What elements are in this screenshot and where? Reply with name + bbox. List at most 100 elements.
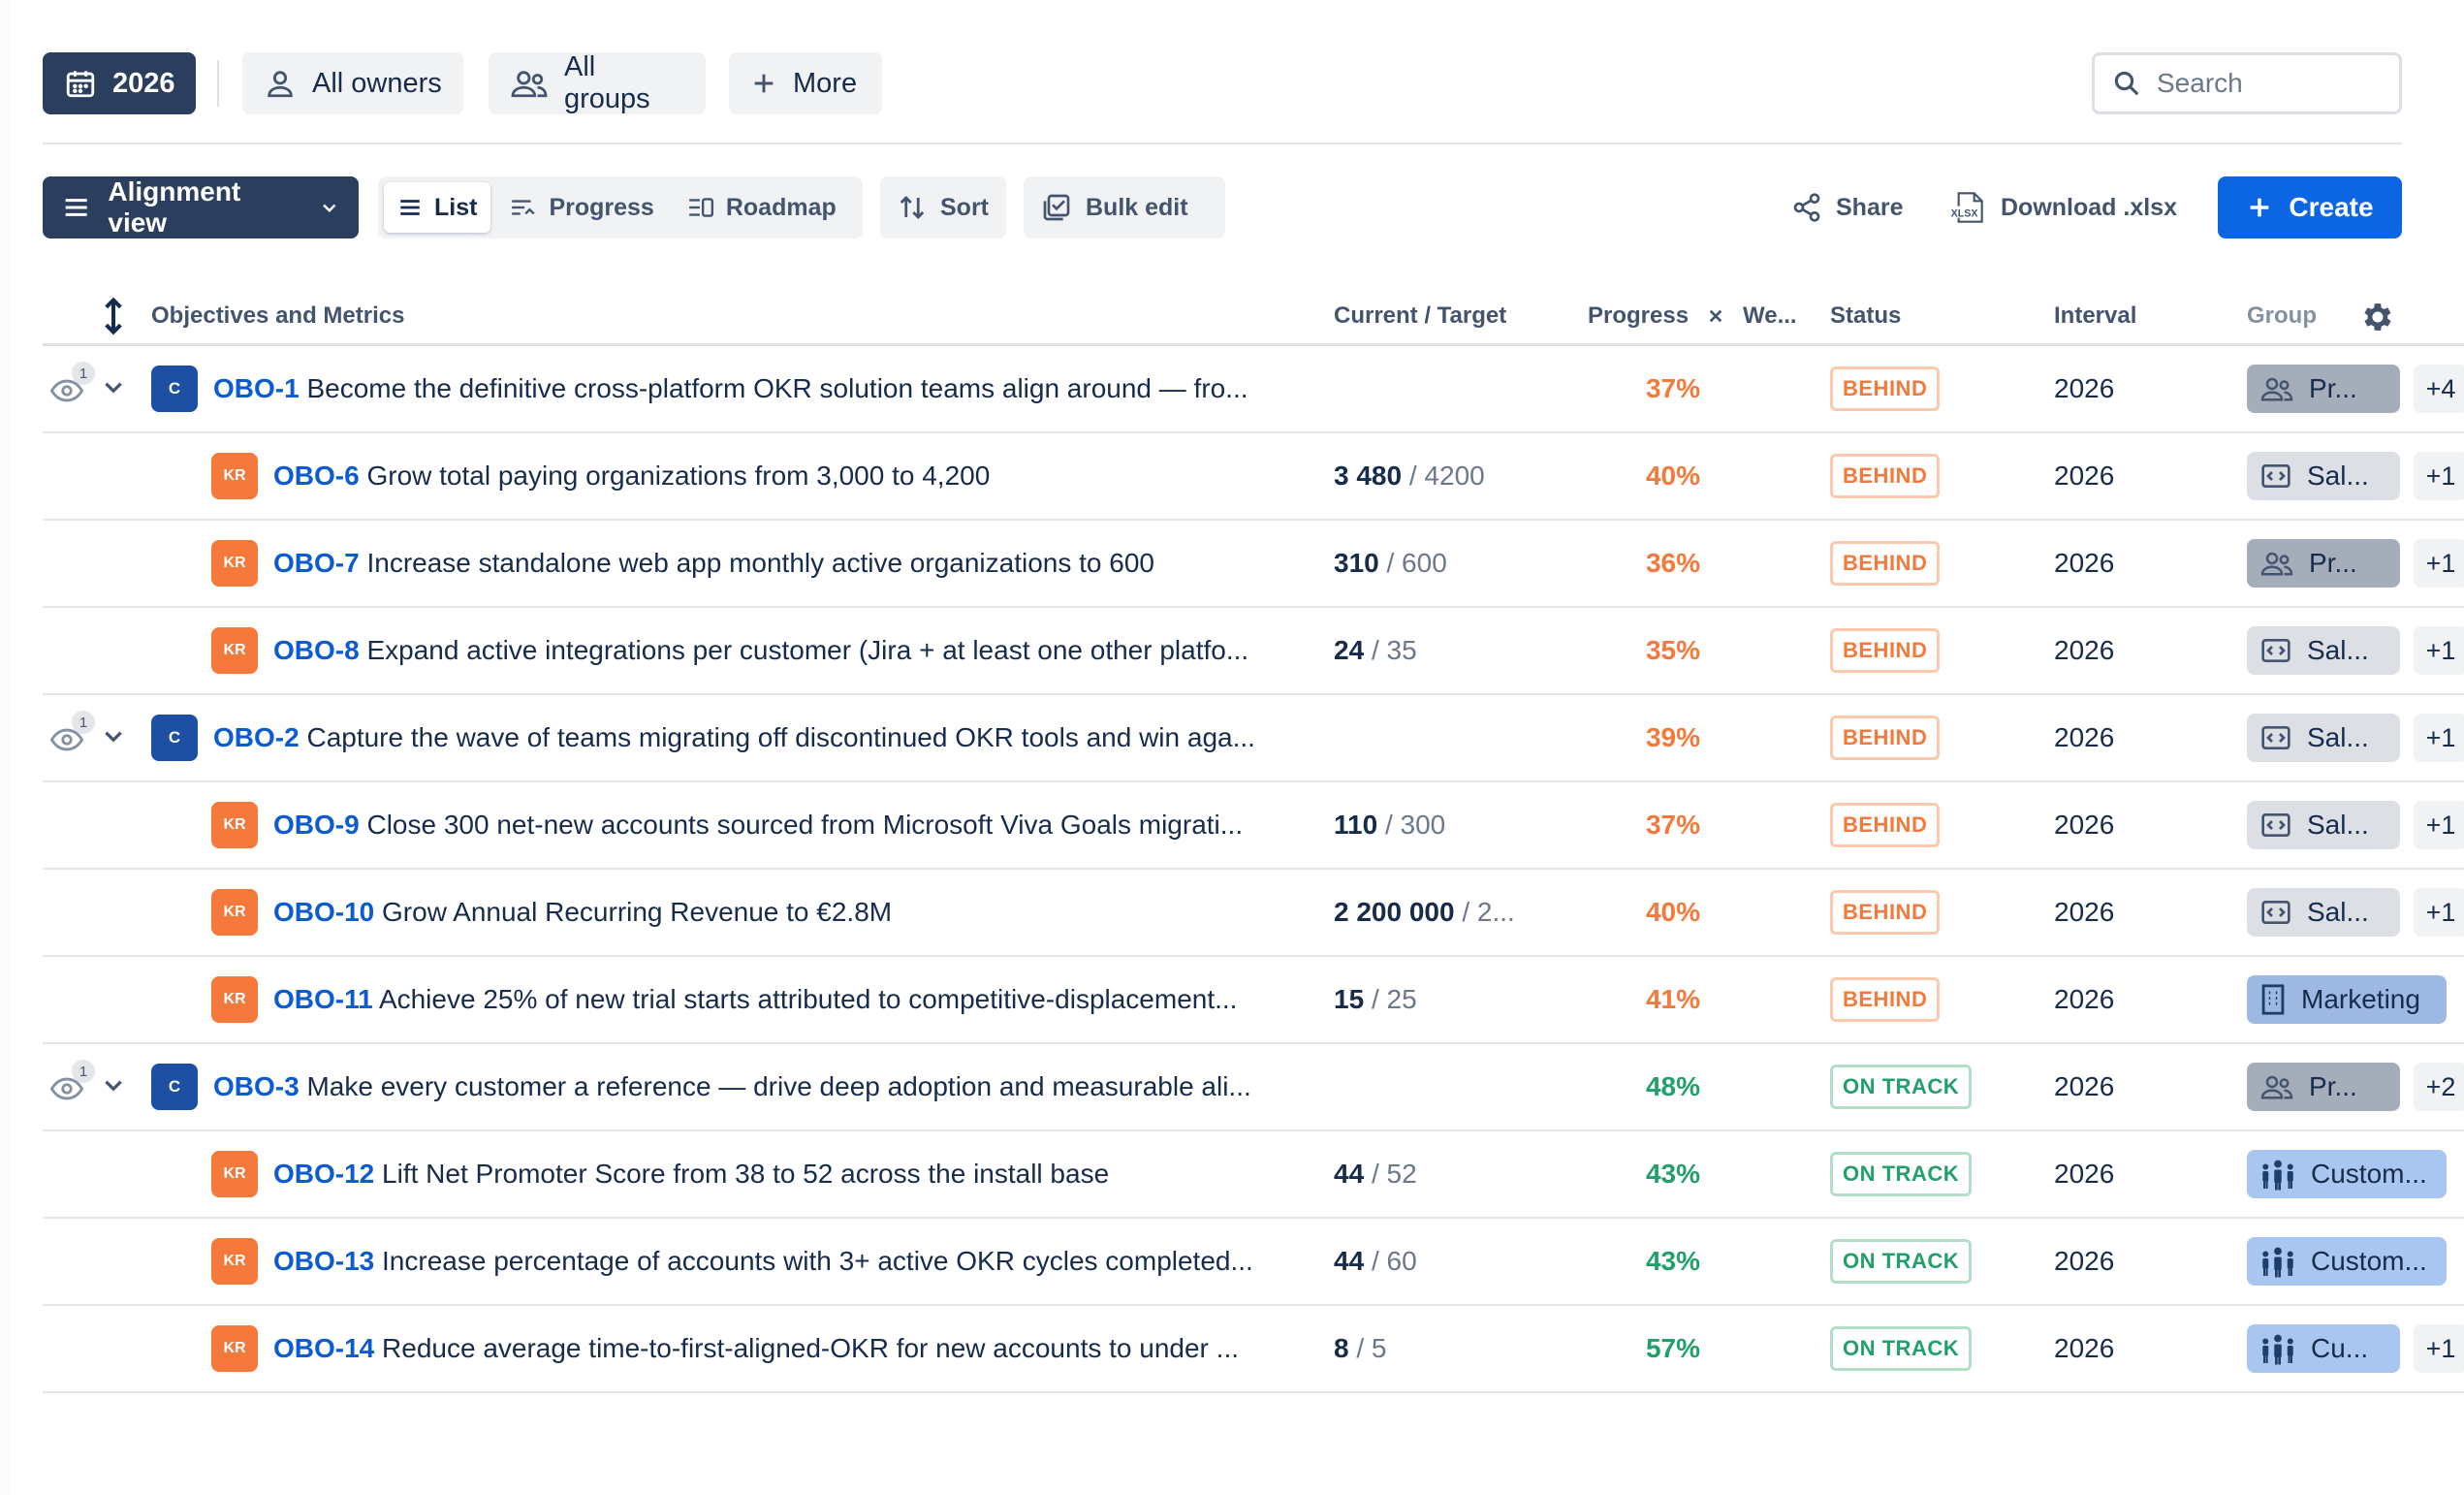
objective-title-link[interactable]: OBO-12 Lift Net Promoter Score from 38 t… xyxy=(273,1131,1293,1217)
group-chip[interactable]: Sal... xyxy=(2247,626,2400,675)
key-result-row[interactable]: KR OBO-6 Grow total paying organizations … xyxy=(43,433,2464,521)
objective-row[interactable]: 1 C OBO-1 Become the definitive cross-plat… xyxy=(43,346,2464,433)
key-result-row[interactable]: KR OBO-14 Reduce average time-to-first-al… xyxy=(43,1306,2464,1393)
year-filter-button[interactable]: 2026 xyxy=(43,52,196,114)
status-badge[interactable]: ON TRACK xyxy=(1830,1152,1973,1196)
objective-title-link[interactable]: OBO-11 Achieve 25% of new trial starts a… xyxy=(273,957,1293,1042)
groups-filter-button[interactable]: All groups xyxy=(489,51,706,114)
alignment-view-dropdown[interactable]: Alignment view xyxy=(43,176,359,239)
more-groups-badge[interactable]: +1 xyxy=(2414,626,2464,675)
download-xlsx-button[interactable]: XLSX Download .xlsx xyxy=(1948,176,2177,239)
create-button[interactable]: Create xyxy=(2218,176,2402,239)
column-current-target[interactable]: Current / Target xyxy=(1334,302,1507,329)
more-filters-button[interactable]: More xyxy=(729,52,882,114)
column-interval[interactable]: Interval xyxy=(2054,302,2137,329)
status-badge[interactable]: ON TRACK xyxy=(1830,1239,1973,1284)
group-chip[interactable]: Sal... xyxy=(2247,714,2400,762)
chevron-down-icon[interactable] xyxy=(101,1073,126,1098)
key-result-row[interactable]: KR OBO-11 Achieve 25% of new trial starts… xyxy=(43,957,2464,1044)
team-icon xyxy=(2259,1157,2297,1192)
group-chip[interactable]: Custom... xyxy=(2247,1150,2447,1198)
current-target-cell[interactable]: 3 480 / 4200 xyxy=(1334,433,1566,519)
current-target-cell[interactable]: 44 / 52 xyxy=(1334,1131,1566,1217)
chevron-down-icon[interactable] xyxy=(101,375,126,400)
key-result-type-badge: KR xyxy=(211,802,258,848)
current-target-cell[interactable]: 24 / 35 xyxy=(1334,608,1566,693)
key-result-row[interactable]: KR OBO-8 Expand active integrations per c… xyxy=(43,608,2464,695)
more-groups-badge[interactable]: +4 xyxy=(2414,365,2464,413)
status-badge[interactable]: ON TRACK xyxy=(1830,1065,1973,1109)
column-progress[interactable]: Progress xyxy=(1588,302,1690,329)
status-badge[interactable]: BEHIND xyxy=(1830,628,1941,673)
bulk-edit-button[interactable]: Bulk edit xyxy=(1024,176,1225,239)
column-objectives[interactable]: Objectives and Metrics xyxy=(151,302,405,329)
tab-list[interactable]: List xyxy=(384,182,491,233)
objective-row[interactable]: 1 C OBO-2 Capture the wave of teams migrat… xyxy=(43,695,2464,782)
status-badge[interactable]: BEHIND xyxy=(1830,716,1941,760)
key-result-row[interactable]: KR OBO-10 Grow Annual Recurring Revenue t… xyxy=(43,870,2464,957)
column-status[interactable]: Status xyxy=(1830,302,1902,329)
gear-icon[interactable] xyxy=(2359,299,2396,335)
more-groups-badge[interactable]: +1 xyxy=(2414,714,2464,762)
owners-filter-button[interactable]: All owners xyxy=(242,52,463,114)
key-result-row[interactable]: KR OBO-9 Close 300 net-new accounts sourc… xyxy=(43,782,2464,870)
objective-title-link[interactable]: OBO-10 Grow Annual Recurring Revenue to … xyxy=(273,870,1293,955)
sort-button[interactable]: Sort xyxy=(880,176,1006,239)
status-badge[interactable]: ON TRACK xyxy=(1830,1326,1973,1371)
more-groups-badge[interactable]: +2 xyxy=(2414,1063,2464,1111)
current-target-cell[interactable]: 15 / 25 xyxy=(1334,957,1566,1042)
progress-percent: 48% xyxy=(1645,1071,1700,1101)
status-badge[interactable]: BEHIND xyxy=(1830,890,1941,935)
current-target-cell[interactable]: 8 / 5 xyxy=(1334,1306,1566,1391)
search-input[interactable]: Search xyxy=(2092,52,2402,114)
key-result-row[interactable]: KR OBO-12 Lift Net Promoter Score from 38… xyxy=(43,1131,2464,1219)
objective-row[interactable]: 1 C OBO-3 Make every customer a reference … xyxy=(43,1044,2464,1131)
objective-title-link[interactable]: OBO-1 Become the definitive cross-platfo… xyxy=(213,346,1293,431)
column-group[interactable]: Group xyxy=(2247,302,2317,329)
tab-progress[interactable]: Progress xyxy=(496,182,667,233)
key-result-row[interactable]: KR OBO-13 Increase percentage of accounts… xyxy=(43,1219,2464,1306)
chevron-down-icon[interactable] xyxy=(101,724,126,749)
objective-title-link[interactable]: OBO-13 Increase percentage of accounts w… xyxy=(273,1219,1293,1304)
watchers-toggle[interactable]: 1 xyxy=(47,1060,95,1112)
status-badge[interactable]: BEHIND xyxy=(1830,454,1941,498)
watchers-toggle[interactable]: 1 xyxy=(47,711,95,763)
group-chip[interactable]: Pr... xyxy=(2247,365,2400,413)
status-badge[interactable]: BEHIND xyxy=(1830,541,1941,586)
group-chip[interactable]: Marketing xyxy=(2247,975,2447,1024)
objective-title-link[interactable]: OBO-14 Reduce average time-to-first-alig… xyxy=(273,1306,1293,1391)
more-groups-badge[interactable]: +1 xyxy=(2414,452,2464,500)
group-chip[interactable]: Sal... xyxy=(2247,452,2400,500)
current-target-cell[interactable]: 110 / 300 xyxy=(1334,782,1566,868)
group-chip[interactable]: Pr... xyxy=(2247,539,2400,588)
objective-title-link[interactable]: OBO-6 Grow total paying organizations fr… xyxy=(273,433,1293,519)
current-target-cell[interactable]: 44 / 60 xyxy=(1334,1219,1566,1304)
group-chip[interactable]: Sal... xyxy=(2247,801,2400,849)
group-chip[interactable]: Pr... xyxy=(2247,1063,2400,1111)
status-badge[interactable]: BEHIND xyxy=(1830,366,1941,411)
tab-roadmap[interactable]: Roadmap xyxy=(674,182,850,233)
current-target-cell[interactable]: 2 200 000 / 2... xyxy=(1334,870,1566,955)
more-groups-badge[interactable]: +1 xyxy=(2414,539,2464,588)
objective-title-link[interactable]: OBO-7 Increase standalone web app monthl… xyxy=(273,521,1293,606)
watchers-toggle[interactable]: 1 xyxy=(47,362,95,414)
more-groups-badge[interactable]: +1 xyxy=(2414,1324,2464,1373)
key-result-row[interactable]: KR OBO-7 Increase standalone web app mont… xyxy=(43,521,2464,608)
objective-title-link[interactable]: OBO-9 Close 300 net-new accounts sourced… xyxy=(273,782,1293,868)
objective-title-link[interactable]: OBO-2 Capture the wave of teams migratin… xyxy=(213,695,1293,780)
more-groups-badge[interactable]: +1 xyxy=(2414,801,2464,849)
objective-title-link[interactable]: OBO-3 Make every customer a reference — … xyxy=(213,1044,1293,1129)
current-target-cell[interactable]: 310 / 600 xyxy=(1334,521,1566,606)
expand-collapse-icon[interactable] xyxy=(99,295,128,337)
status-badge[interactable]: BEHIND xyxy=(1830,803,1941,847)
share-button[interactable]: Share xyxy=(1791,176,1903,239)
group-chip[interactable]: Sal... xyxy=(2247,888,2400,937)
more-groups-badge[interactable]: +1 xyxy=(2414,888,2464,937)
column-weight[interactable]: We... xyxy=(1743,302,1797,329)
current-value: 8 xyxy=(1334,1333,1349,1363)
group-chip[interactable]: Cu... xyxy=(2247,1324,2400,1373)
status-badge[interactable]: BEHIND xyxy=(1830,977,1941,1022)
close-icon[interactable] xyxy=(1708,308,1723,324)
objective-title-link[interactable]: OBO-8 Expand active integrations per cus… xyxy=(273,608,1293,693)
group-chip[interactable]: Custom... xyxy=(2247,1237,2447,1286)
